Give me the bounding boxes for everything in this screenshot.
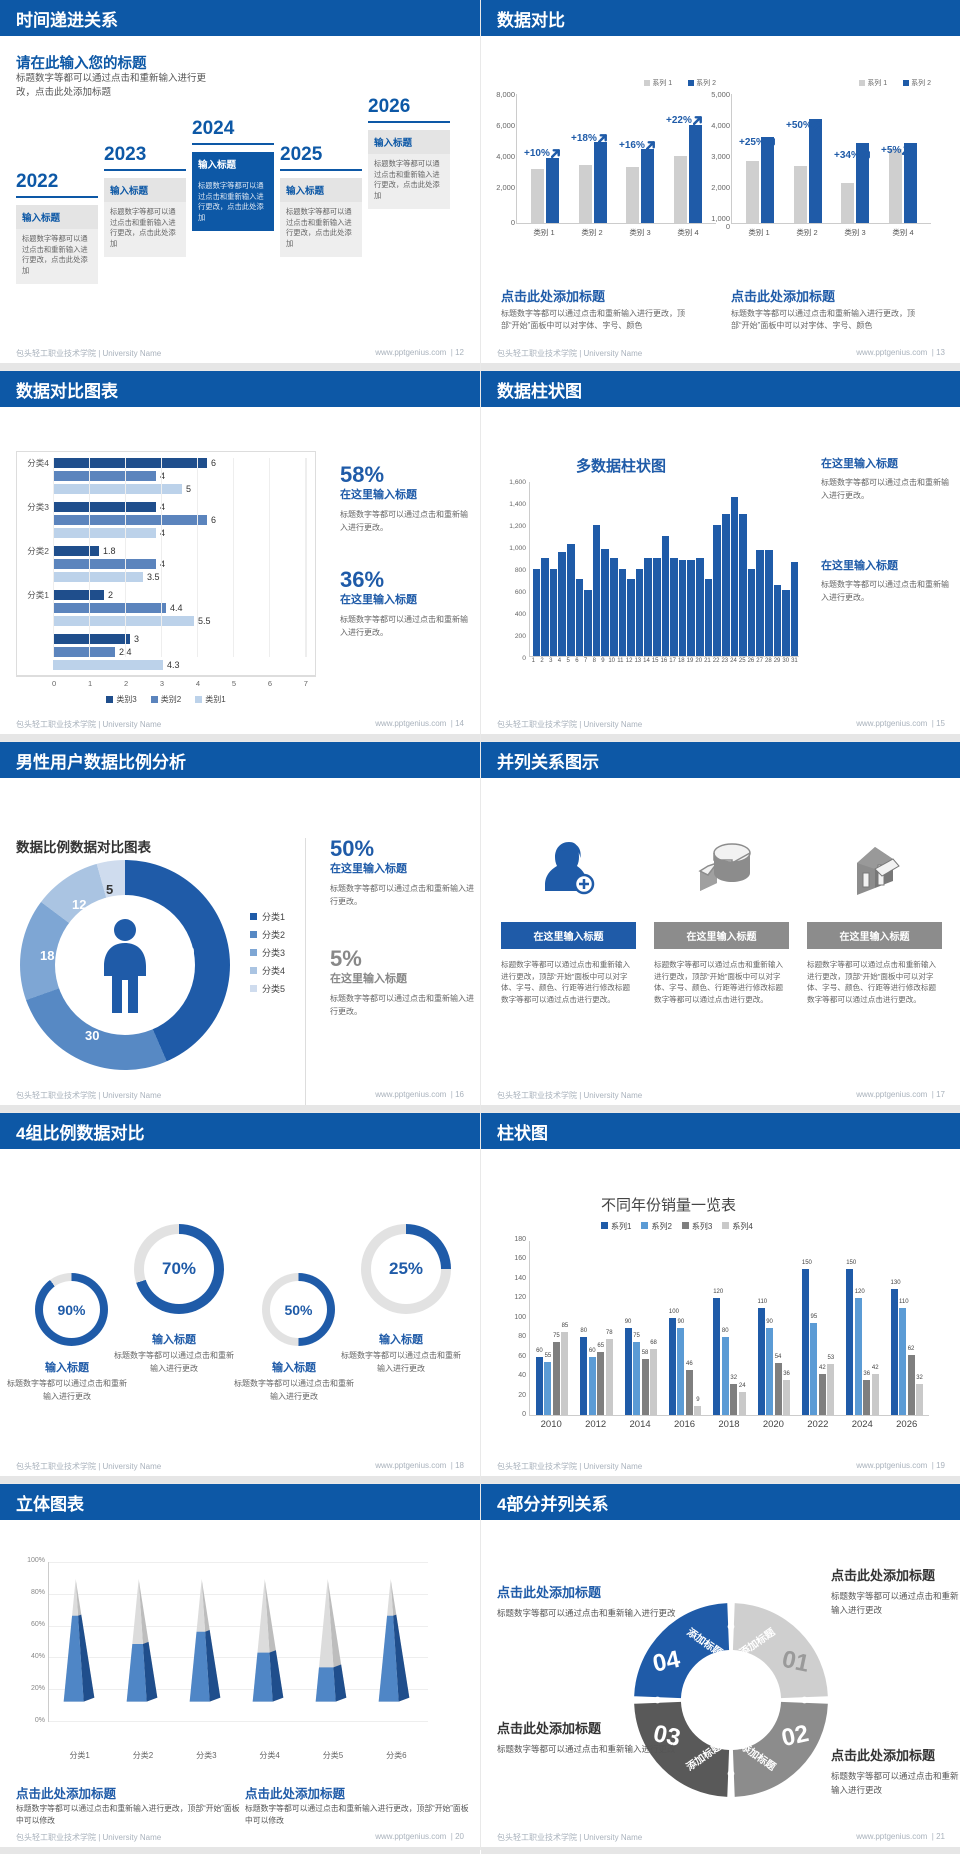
svg-text:02: 02	[779, 1720, 811, 1752]
svg-text:01: 01	[780, 1646, 812, 1678]
